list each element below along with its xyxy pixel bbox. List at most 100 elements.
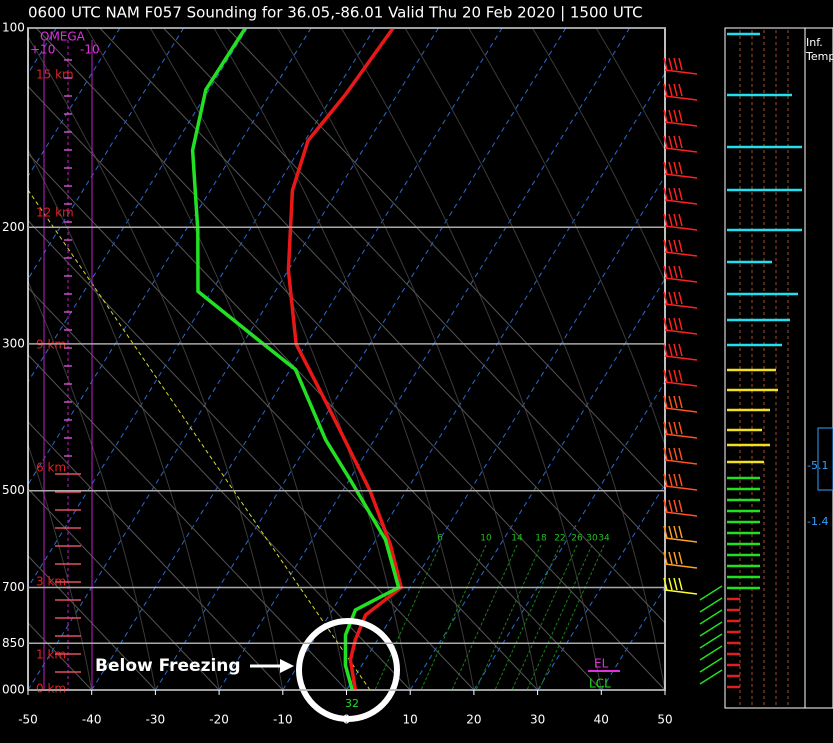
side-value: -1.4: [807, 515, 828, 528]
wind-barb: [663, 291, 668, 305]
wind-barb: [668, 525, 673, 539]
mixing-ratio-line: [511, 544, 578, 691]
moist-adiabat: [28, 443, 93, 690]
wind-barb: [673, 499, 678, 513]
wind-barb: [663, 213, 668, 227]
wind-barb: [673, 57, 678, 71]
wind-barb: [678, 551, 683, 565]
wind-barb: [678, 57, 683, 71]
wind-barb: [673, 265, 678, 279]
wind-barb: [664, 173, 698, 179]
wind-barb: [678, 343, 683, 357]
wind-barb: [699, 633, 723, 649]
wind-barb: [673, 473, 678, 487]
adiabat: [35, 28, 665, 690]
side-panel: [724, 27, 806, 709]
wind-barb: [664, 485, 698, 491]
side-header: Temp: [805, 50, 833, 63]
wind-barb: [673, 447, 678, 461]
wind-barb: [673, 343, 678, 357]
wind-barb: [663, 109, 668, 123]
wind-barb: [678, 109, 683, 123]
x-tick-label: 30: [530, 713, 545, 727]
isotherm: [282, 72, 665, 690]
wind-barb: [678, 421, 683, 435]
wind-barb: [668, 265, 673, 279]
wind-barb: [699, 621, 723, 637]
wind-barb: [673, 525, 678, 539]
mixing-ratio-label: 30: [586, 534, 598, 544]
wind-barb: [664, 355, 698, 361]
wind-barb: [699, 657, 723, 673]
wind-barb: [664, 563, 698, 569]
wind-barb: [699, 645, 723, 661]
wind-barb: [664, 537, 698, 543]
wind-barb: [663, 239, 668, 253]
parcel-path: [27, 189, 371, 691]
x-tick-label: 20: [466, 713, 481, 727]
adiabat: [28, 219, 475, 690]
mixing-ratio-line: [420, 544, 487, 691]
mixing-ratio-label: 26: [571, 534, 583, 544]
wind-barb: [664, 251, 698, 257]
y-tick-label: 000: [2, 683, 25, 697]
wind-barb: [664, 277, 698, 283]
wind-barb: [668, 447, 673, 461]
moist-adiabat: [468, 28, 665, 447]
wind-barb: [678, 525, 683, 539]
wind-barb: [678, 447, 683, 461]
wind-barb: [664, 329, 698, 335]
wind-barb: [664, 589, 698, 595]
wind-barb: [663, 395, 668, 409]
wind-barb: [664, 433, 698, 439]
wind-barb: [663, 187, 668, 201]
x-tick-label: -20: [209, 713, 229, 727]
wind-barb: [664, 121, 698, 127]
x-tick-label: 50: [657, 713, 672, 727]
isotherm: [28, 28, 185, 280]
wind-barb: [673, 161, 678, 175]
isotherm: [28, 28, 439, 690]
moist-adiabat: [595, 28, 665, 151]
wind-barb: [678, 473, 683, 487]
wind-barb: [664, 407, 698, 413]
y-tick-label: 200: [2, 220, 25, 234]
mixing-ratio-label: 6: [437, 534, 443, 544]
y-tick-label: 700: [2, 580, 25, 594]
wind-barb: [663, 499, 668, 513]
adiabat: [163, 28, 665, 557]
isotherm: [218, 28, 630, 690]
adiabat: [28, 85, 602, 690]
isotherm: [28, 28, 121, 178]
wind-barb: [699, 585, 723, 601]
wind-barb: [678, 577, 683, 591]
profile-line: [286, 28, 404, 690]
wind-barb: [678, 395, 683, 409]
mixing-ratio-line: [374, 544, 441, 691]
x-tick-label: -30: [146, 713, 166, 727]
el-label: EL: [594, 657, 609, 671]
mixing-ratio-line: [475, 544, 542, 691]
isotherm: [346, 175, 665, 690]
wind-barb: [668, 135, 673, 149]
adiabat: [226, 28, 665, 490]
wind-barb: [664, 69, 698, 75]
mixing-ratio-label: 34: [598, 534, 610, 544]
wind-barb: [699, 597, 723, 613]
wind-barb: [673, 213, 678, 227]
height-label: 1 km: [36, 648, 66, 662]
wind-barb: [678, 499, 683, 513]
side-panel-right: [804, 27, 833, 709]
wind-barb: [673, 187, 678, 201]
wind-barb: [663, 473, 668, 487]
wind-barb: [663, 369, 668, 383]
moist-adiabat: [28, 148, 220, 690]
plot-frame: [27, 27, 666, 691]
side-box: [817, 427, 833, 491]
y-tick-label: 300: [2, 336, 25, 350]
y-tick-label: 500: [2, 483, 25, 497]
wind-barb: [664, 381, 698, 387]
height-label: 15 km: [36, 68, 74, 82]
adiabat: [99, 28, 665, 624]
wind-barb: [678, 213, 683, 227]
